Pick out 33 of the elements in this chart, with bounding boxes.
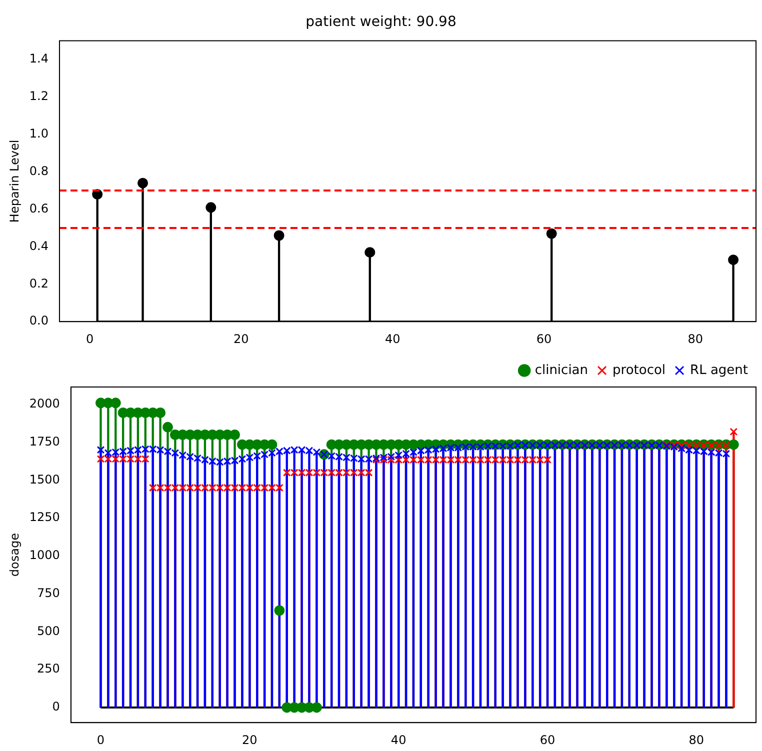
y-tick-label: 1.0 <box>29 126 48 141</box>
x-tick-label: 80 <box>688 732 704 747</box>
y-tick-label: 0.4 <box>29 238 48 253</box>
y-tick-label: 1750 <box>29 434 60 448</box>
y-tick-label: 0.2 <box>29 276 48 290</box>
y-tick-label: 750 <box>37 586 60 600</box>
y-tick-label: 0.0 <box>29 314 48 328</box>
x-tick-label: 20 <box>234 332 249 346</box>
y-tick-label: 0 <box>52 700 60 714</box>
legend-label: clinician <box>534 362 588 378</box>
chart-title: patient weight: 90.98 <box>306 14 456 30</box>
y-axis-title: dosage <box>7 533 22 577</box>
y-tick-label: 1500 <box>29 472 60 486</box>
legend-label: RL agent <box>690 362 748 378</box>
x-tick-label: 0 <box>86 332 94 346</box>
legend-label: protocol <box>612 362 666 378</box>
y-tick-label: 1.2 <box>29 89 48 104</box>
y-tick-label: 1000 <box>29 548 60 562</box>
y-tick-label: 2000 <box>29 396 60 411</box>
y-tick-label: 1.4 <box>29 52 48 66</box>
x-tick-label: 0 <box>96 732 105 747</box>
y-tick-label: 500 <box>37 624 60 638</box>
y-tick-label: 0.8 <box>29 164 48 178</box>
x-tick-label: 40 <box>390 732 406 747</box>
x-tick-label: 40 <box>384 332 400 346</box>
x-tick-label: 60 <box>540 732 556 747</box>
y-axis-title: Heparin Level <box>7 140 22 223</box>
x-tick-label: 20 <box>242 732 258 747</box>
y-tick-label: 0.6 <box>29 201 48 216</box>
x-tick-label: 80 <box>688 332 704 346</box>
x-tick-label: 60 <box>536 332 552 346</box>
y-tick-label: 1250 <box>29 510 60 524</box>
y-tick-label: 250 <box>37 662 60 676</box>
